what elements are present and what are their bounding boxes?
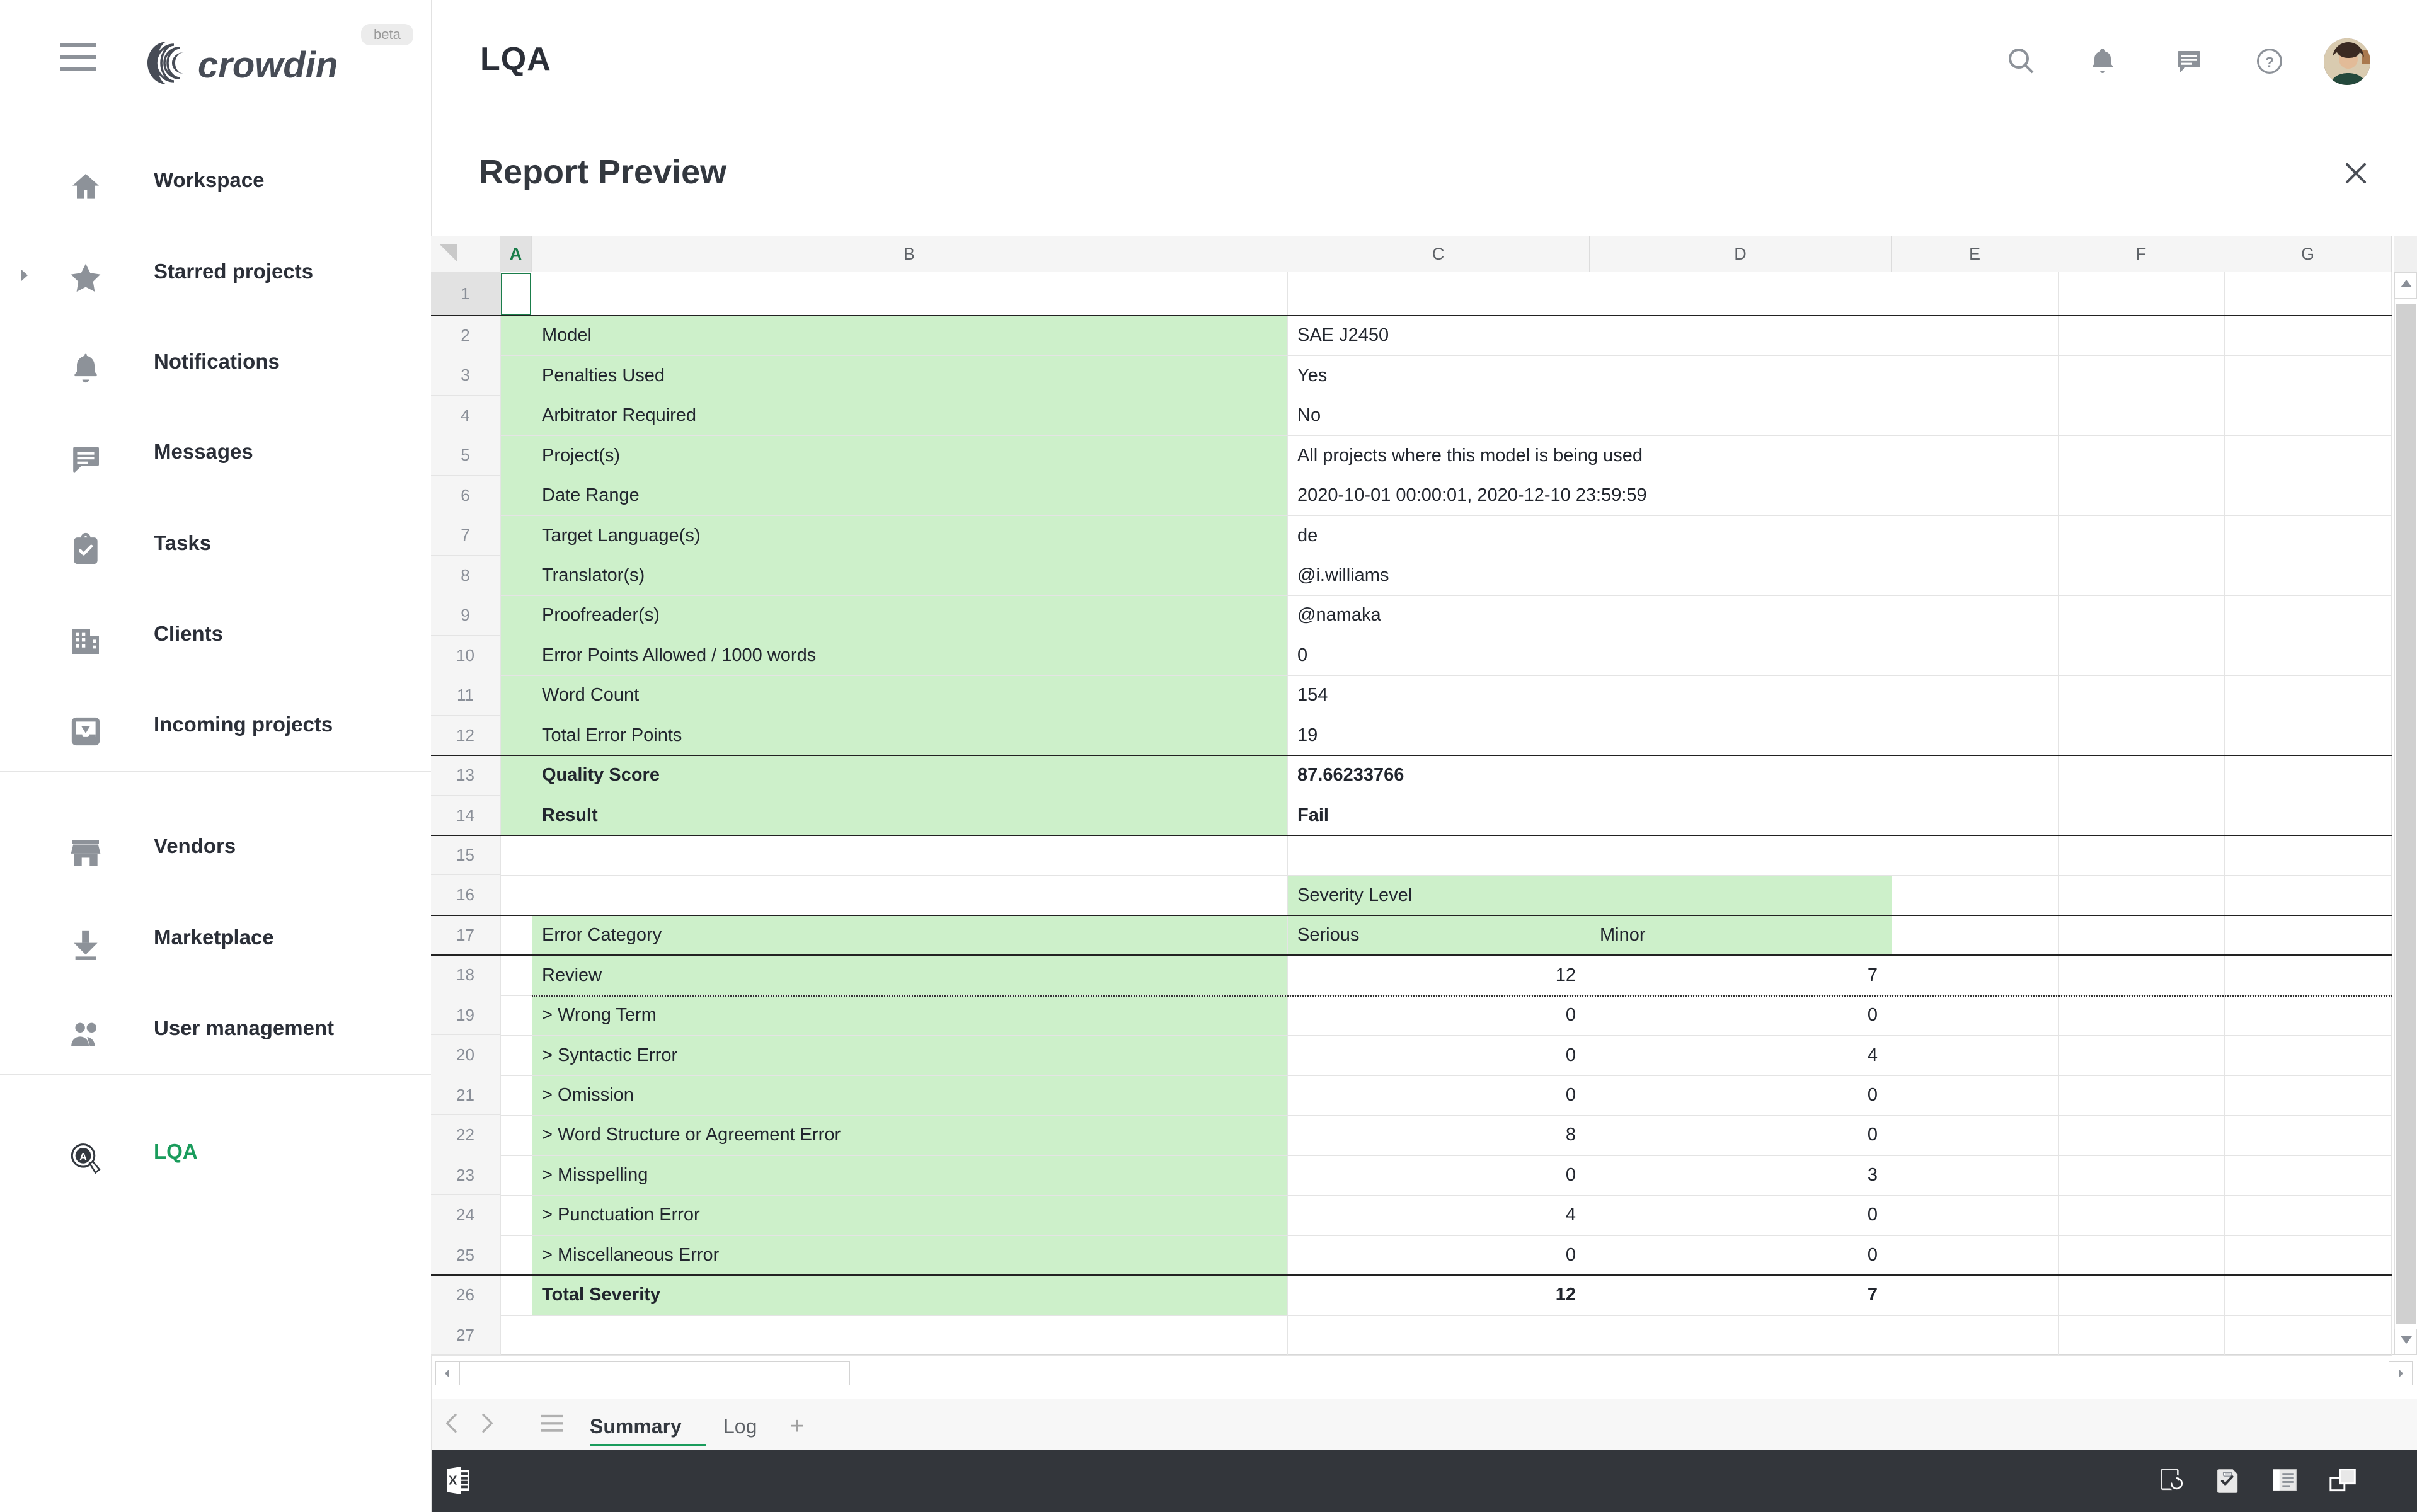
- svg-text:X: X: [449, 1474, 457, 1487]
- svg-text:?: ?: [2265, 54, 2274, 70]
- svg-text:A: A: [79, 1151, 87, 1162]
